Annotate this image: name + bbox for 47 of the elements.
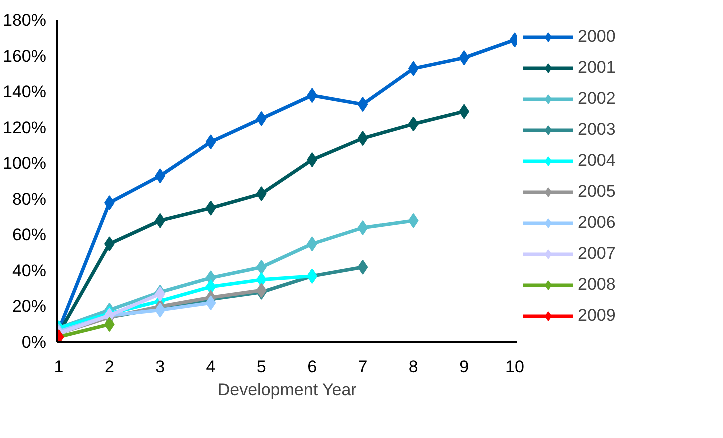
x-tick-label: 6 bbox=[308, 358, 318, 376]
y-tick-label: 160% bbox=[3, 46, 47, 66]
x-tick-label: 7 bbox=[358, 358, 368, 376]
x-axis-title: Development Year bbox=[218, 380, 358, 400]
y-tick-label: 80% bbox=[12, 190, 47, 209]
y-tick-label: 180% bbox=[3, 11, 47, 30]
point bbox=[256, 111, 267, 126]
legend-label: 2004 bbox=[578, 151, 616, 171]
point bbox=[256, 260, 267, 275]
point bbox=[358, 97, 368, 112]
legend-label: 2007 bbox=[578, 244, 616, 264]
legend-label: 2008 bbox=[578, 275, 616, 295]
point bbox=[358, 220, 368, 236]
x-tick-label: 8 bbox=[408, 358, 418, 376]
y-tick-label: 0% bbox=[22, 333, 47, 352]
x-tick-label: 5 bbox=[256, 358, 266, 376]
point bbox=[408, 116, 419, 132]
y-tick-label: 60% bbox=[12, 226, 47, 245]
legend-label: 2000 bbox=[578, 27, 616, 47]
x-tick-label: 3 bbox=[156, 358, 166, 376]
legend-label: 2005 bbox=[578, 182, 616, 202]
point bbox=[206, 200, 216, 216]
legend-label: 2003 bbox=[578, 120, 616, 140]
point bbox=[256, 186, 267, 202]
y-tick-label: 20% bbox=[12, 297, 47, 316]
point bbox=[256, 272, 267, 288]
legend-label: 2002 bbox=[578, 89, 616, 109]
x-tick-label: 4 bbox=[206, 358, 216, 376]
y-tick-label: 140% bbox=[3, 82, 47, 102]
point bbox=[358, 131, 368, 146]
x-tick-label: 1 bbox=[54, 358, 64, 376]
legend-label: 2009 bbox=[578, 306, 616, 326]
point bbox=[206, 296, 216, 311]
legend-label: 2001 bbox=[578, 58, 616, 78]
point bbox=[358, 260, 368, 275]
point bbox=[408, 61, 419, 76]
x-tick-label: 10 bbox=[506, 358, 524, 376]
x-tick-label: 9 bbox=[460, 358, 470, 376]
point bbox=[155, 213, 166, 228]
x-tick-label: 2 bbox=[104, 358, 114, 376]
point bbox=[155, 168, 166, 184]
point bbox=[206, 134, 216, 150]
y-tick-label: 100% bbox=[3, 154, 47, 174]
point bbox=[408, 213, 419, 228]
y-tick-label: 120% bbox=[3, 118, 47, 138]
y-tick-label: 40% bbox=[12, 261, 47, 280]
legend-label: 2006 bbox=[578, 213, 616, 233]
